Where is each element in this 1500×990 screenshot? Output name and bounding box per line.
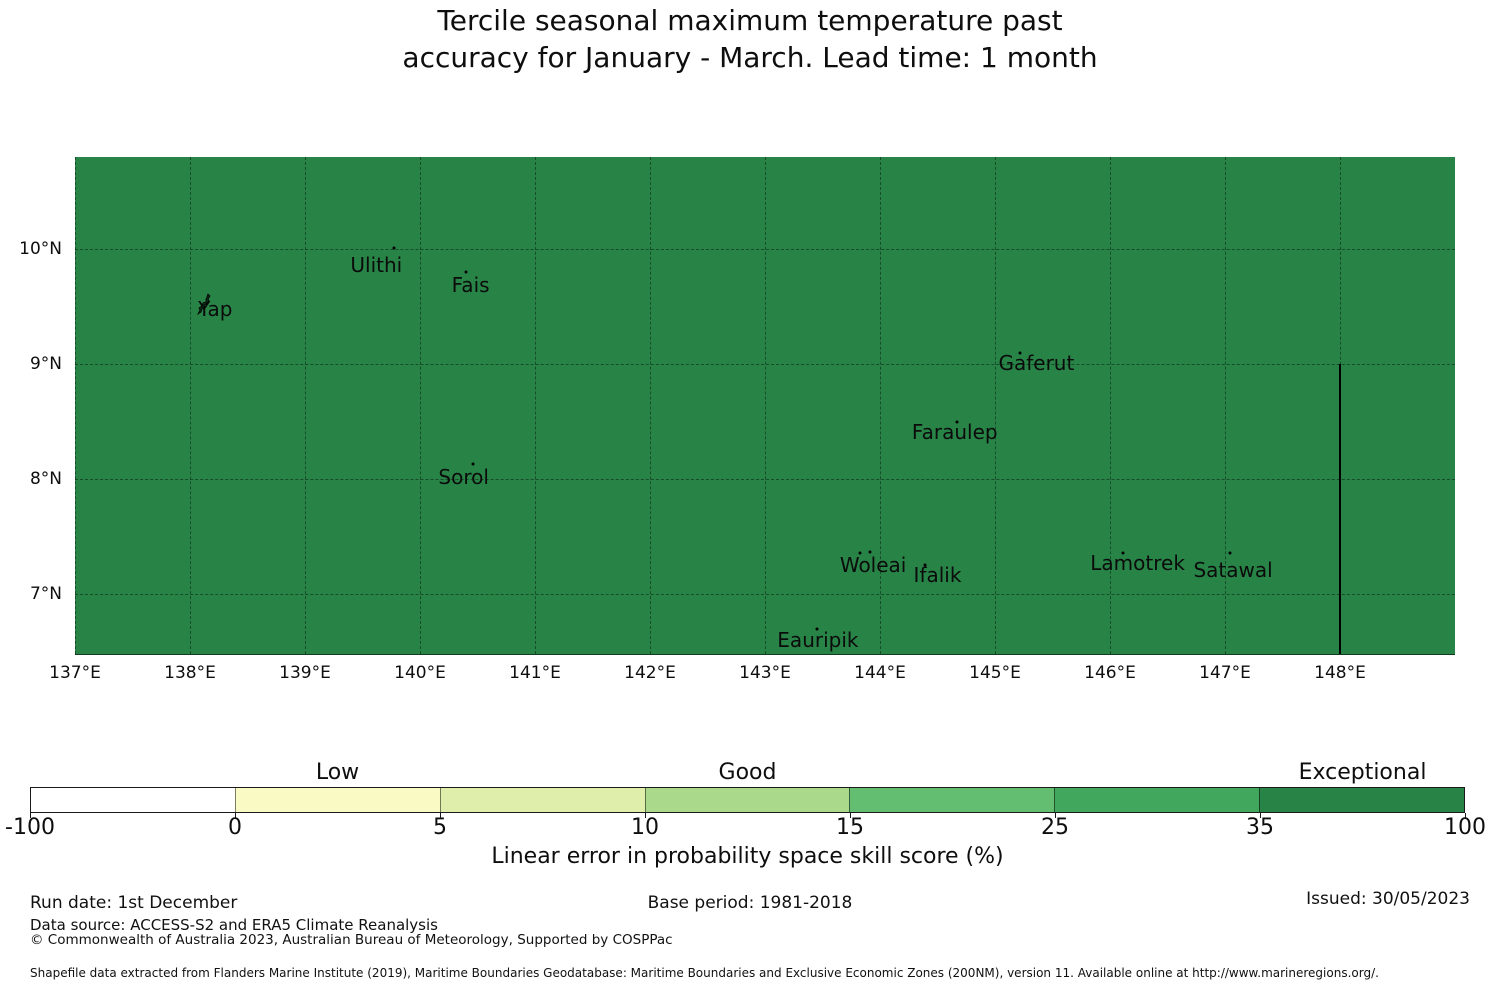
island-label-gaferut: Gaferut <box>998 350 1075 375</box>
issued-date-text: Issued: 30/05/2023 <box>1306 889 1470 909</box>
island-label-woleai: Woleai <box>839 553 907 578</box>
y-tick-label-9: 9°N <box>29 354 62 375</box>
x-tick-label-138: 138°E <box>164 663 216 683</box>
x-tick-label-139: 139°E <box>279 663 331 683</box>
colorbar-tick <box>1465 813 1466 818</box>
colorbar-tick <box>850 813 851 818</box>
island-marker-sorol <box>471 462 475 466</box>
island-outline-yap <box>196 293 213 316</box>
gridline-lon-139 <box>305 157 306 654</box>
gridline-lat-9 <box>75 364 1455 366</box>
x-tick-label-137: 137°E <box>49 663 101 683</box>
base-period-text: Base period: 1981-2018 <box>647 893 853 913</box>
gridline-lon-144 <box>880 157 881 654</box>
island-marker-fais <box>464 270 468 274</box>
island-marker-woleai <box>868 550 872 554</box>
island-marker-ulithi <box>392 246 396 250</box>
island-label-faraulep: Faraulep <box>911 419 998 444</box>
colorbar-segment-3 <box>644 788 850 812</box>
x-tick-label-147: 147°E <box>1199 663 1251 683</box>
data-source-text: Data source: ACCESS-S2 and ERA5 Climate … <box>30 916 438 934</box>
map-panel: Yap Ulithi Fais Gaferut Faraulep Sorol Woleai I… <box>75 157 1455 655</box>
yap-island-icon <box>196 293 211 316</box>
copyright-text: © Commonwealth of Australia 2023, Austra… <box>30 932 673 948</box>
island-label-yap: Yap <box>198 296 233 321</box>
colorbar-category-low: Low <box>315 760 360 785</box>
colorbar-category-exceptional: Exceptional <box>1298 760 1427 785</box>
island-label-lamotrek: Lamotrek <box>1090 551 1185 576</box>
gridline-lon-140 <box>420 157 421 654</box>
island-label-sorol: Sorol <box>438 464 489 489</box>
island-label-fais: Fais <box>451 272 490 297</box>
island-marker-gaferut <box>1018 351 1022 355</box>
y-tick-label-7: 7°N <box>29 584 62 605</box>
island-label-satawal: Satawal <box>1193 558 1273 583</box>
colorbar-segment-2 <box>439 788 645 812</box>
colorbar-tick-label--100: -100 <box>5 815 55 840</box>
colorbar-axis-label: Linear error in probability space skill … <box>491 844 1004 869</box>
gridline-lon-141 <box>535 157 536 654</box>
colorbar-segment-0 <box>31 788 235 812</box>
colorbar-tick <box>1260 813 1261 818</box>
y-tick-label-8: 8°N <box>29 469 62 490</box>
title-line2: accuracy for January - March. Lead time:… <box>402 41 1098 74</box>
colorbar-segment-4 <box>849 788 1055 812</box>
gridline-lat-10 <box>75 249 1455 251</box>
figure-title: Tercile seasonal maximum temperature pas… <box>0 2 1500 76</box>
colorbar-tick-label-35: 35 <box>1246 815 1274 840</box>
run-date-text: Run date: 1st December <box>30 893 238 913</box>
colorbar-tick <box>645 813 646 818</box>
colorbar-tick-label-25: 25 <box>1041 815 1069 840</box>
island-label-ifalik: Ifalik <box>913 562 962 587</box>
colorbar <box>30 787 1465 813</box>
gridline-lat-7 <box>75 594 1455 596</box>
island-marker-lamotrek <box>1121 551 1125 555</box>
colorbar-tick-label-5: 5 <box>433 815 447 840</box>
colorbar-category-good: Good <box>718 760 777 785</box>
island-label-ulithi: Ulithi <box>350 253 403 278</box>
island-marker-satawal <box>1228 551 1232 555</box>
island-marker-ifalik <box>923 563 927 567</box>
colorbar-segment-1 <box>234 788 440 812</box>
eez-boundary-line <box>1339 364 1341 654</box>
gridline-lon-143 <box>765 157 766 654</box>
gridline-lon-137 <box>75 157 76 654</box>
colorbar-tick <box>235 813 236 818</box>
x-tick-label-143: 143°E <box>739 663 791 683</box>
island-marker-eauripik <box>815 627 819 631</box>
colorbar-tick <box>1055 813 1056 818</box>
gridline-lon-138 <box>190 157 191 654</box>
title-line1: Tercile seasonal maximum temperature pas… <box>437 4 1063 37</box>
gridline-lat-8 <box>75 479 1455 481</box>
colorbar-tick-label-15: 15 <box>836 815 864 840</box>
x-tick-label-142: 142°E <box>624 663 676 683</box>
y-axis: 10°N 9°N 8°N 7°N <box>0 157 62 654</box>
x-axis: 137°E 138°E 139°E 140°E 141°E 142°E 143°E 144°E… <box>49 663 1455 687</box>
x-tick-label-140: 140°E <box>394 663 446 683</box>
colorbar-annotations: -100 0 5 10 15 25 35 100 Low Good Exceptional <box>5 760 1486 840</box>
y-tick-label-10: 10°N <box>19 239 62 260</box>
colorbar-tick <box>30 813 31 818</box>
island-label-eauripik: Eauripik <box>777 628 859 653</box>
x-tick-label-146: 146°E <box>1084 663 1136 683</box>
x-tick-label-145: 145°E <box>969 663 1021 683</box>
x-tick-label-141: 141°E <box>509 663 561 683</box>
shapefile-attribution-text: Shapefile data extracted from Flanders M… <box>30 966 1379 980</box>
colorbar-tick-label-0: 0 <box>228 815 242 840</box>
island-marker-faraulep <box>955 420 959 424</box>
gridline-lon-147 <box>1225 157 1226 654</box>
island-marker-woleai <box>858 551 862 555</box>
colorbar-tick <box>440 813 441 818</box>
x-tick-label-148: 148°E <box>1314 663 1366 683</box>
colorbar-tick-label-100: 100 <box>1444 815 1486 840</box>
gridline-lon-146 <box>1110 157 1111 654</box>
colorbar-tick-label-10: 10 <box>631 815 659 840</box>
gridline-lon-142 <box>650 157 651 654</box>
x-tick-label-144: 144°E <box>854 663 906 683</box>
gridline-lon-145 <box>995 157 996 654</box>
colorbar-segment-5 <box>1054 788 1260 812</box>
colorbar-segment-6 <box>1259 788 1465 812</box>
